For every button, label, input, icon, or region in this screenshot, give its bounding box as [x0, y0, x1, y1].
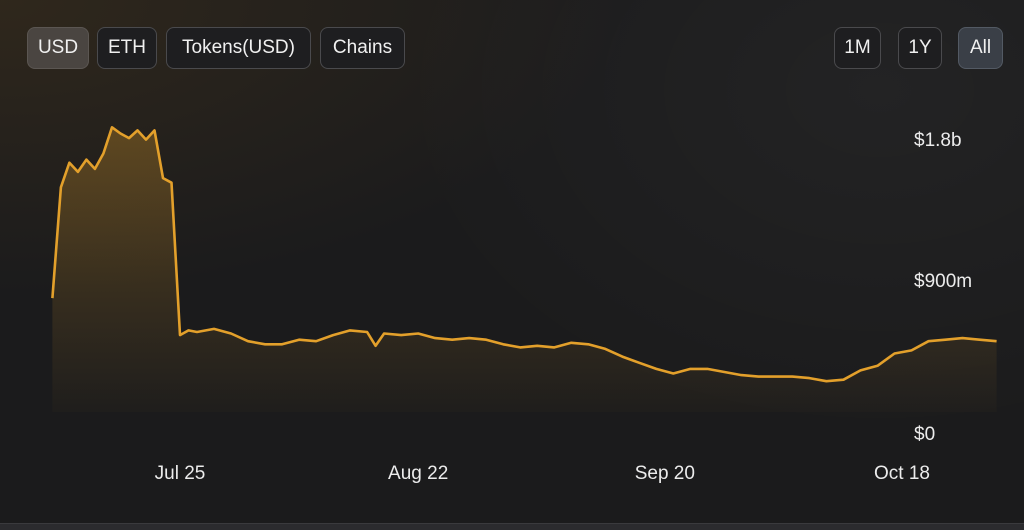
y-tick-label: $1.8b [914, 130, 962, 151]
x-tick-label: Jul 25 [155, 463, 206, 484]
chains-button[interactable]: Chains [320, 27, 405, 69]
x-tick-label: Oct 18 [874, 463, 930, 484]
range-1m-button[interactable]: 1M [834, 27, 881, 69]
series-area [52, 127, 997, 413]
eth-button[interactable]: ETH [97, 27, 157, 69]
usd-button[interactable]: USD [27, 27, 89, 69]
panel-bottom-edge [0, 523, 1024, 530]
series-line [51, 126, 997, 383]
range-1y-button[interactable]: 1Y [898, 27, 942, 69]
x-tick-label: Aug 22 [388, 463, 448, 484]
x-tick-label: Sep 20 [635, 463, 695, 484]
y-tick-label: $900m [914, 271, 972, 292]
range-all-button[interactable]: All [958, 27, 1003, 69]
tokens-usd-button[interactable]: Tokens(USD) [166, 27, 311, 69]
y-tick-label: $0 [914, 424, 935, 445]
